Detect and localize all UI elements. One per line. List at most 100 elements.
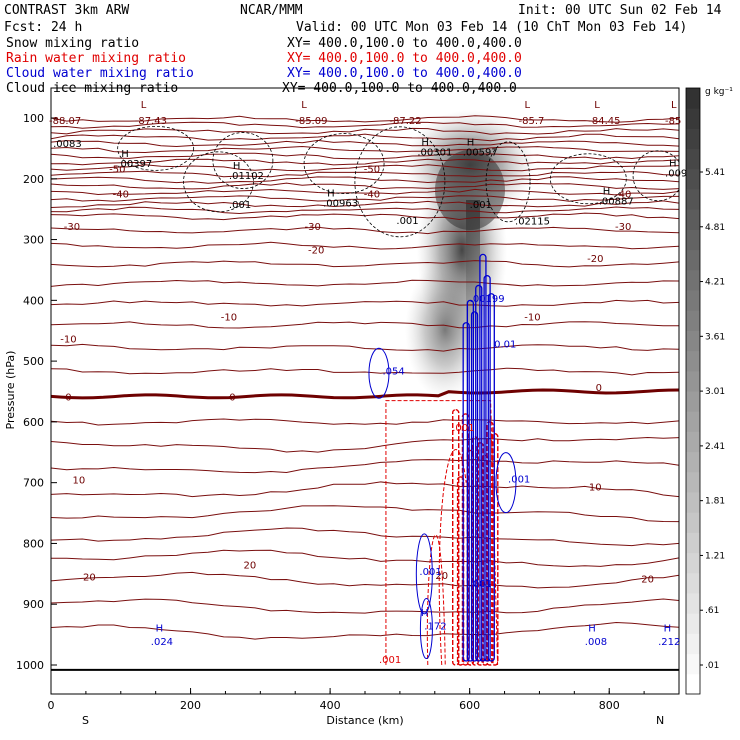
isotherm-label: 0 bbox=[65, 392, 71, 403]
isotherm-label: 20 bbox=[641, 575, 654, 586]
ice-max-marker: H bbox=[121, 149, 129, 160]
colorbar-segment bbox=[686, 269, 700, 291]
ice-max-marker: H bbox=[669, 158, 677, 169]
y-tick-label: 500 bbox=[23, 355, 44, 368]
ice-max-value: .00597 bbox=[463, 148, 498, 159]
org-label: NCAR/MMM bbox=[240, 3, 303, 18]
rain-contour bbox=[452, 409, 460, 666]
cloud-water-contour bbox=[466, 299, 475, 662]
isotherm-label: 20 bbox=[83, 572, 96, 583]
ice-max-value: .01102 bbox=[229, 171, 264, 182]
field-xy-rain: XY= 400.0,100.0 to 400.0,400.0 bbox=[287, 51, 522, 66]
colorbar: .01 .61 1.21 1.81 2.41 3.01 3.61 4.21 4.81 5.41 bbox=[685, 87, 725, 695]
cloud-water-contours bbox=[368, 253, 517, 662]
colorbar-segment bbox=[686, 391, 700, 412]
cloud-water-contour bbox=[495, 452, 517, 514]
cloud-water-label: .001 bbox=[508, 475, 530, 486]
cloud-ice-contour bbox=[632, 150, 679, 202]
cloud-ice-contours bbox=[117, 125, 679, 238]
y-tick-label: 400 bbox=[23, 294, 44, 307]
isotherm-line bbox=[51, 182, 679, 190]
cloud-ice-contour bbox=[117, 125, 195, 171]
isotherm-line bbox=[51, 206, 679, 215]
cloud-water-label: H bbox=[421, 608, 429, 619]
isotherm-label: 20 bbox=[435, 571, 448, 582]
x-tick-label: 0 bbox=[48, 699, 55, 712]
y-tick-label: 1000 bbox=[16, 659, 44, 672]
isotherm-label: -50 bbox=[109, 164, 125, 175]
colorbar-tick-label: 3.61 bbox=[705, 332, 725, 342]
cloud-water-label: .00199 bbox=[470, 294, 505, 305]
isotherm-line bbox=[51, 299, 679, 307]
ice-max-marker: H bbox=[421, 138, 429, 149]
isotherm-line bbox=[51, 481, 679, 498]
cloud-water-label: .024 bbox=[151, 637, 173, 648]
ice-max-value: .001 bbox=[470, 200, 492, 211]
colorbar-unit: g kg⁻¹ bbox=[705, 87, 733, 97]
rain-label: .001 bbox=[379, 655, 401, 666]
colorbar-segment bbox=[686, 350, 700, 372]
cloud-water-contour bbox=[487, 293, 495, 662]
y-tick-label: 900 bbox=[23, 598, 44, 611]
colorbar-tick-label: .61 bbox=[705, 606, 719, 616]
isotherm-line bbox=[51, 200, 679, 208]
colorbar-segment bbox=[686, 168, 700, 190]
low-value: -85.7 bbox=[519, 116, 545, 127]
isotherm-line bbox=[51, 571, 679, 589]
isotherm-line bbox=[51, 170, 679, 178]
low-marker: L bbox=[141, 100, 147, 111]
isotherm-line bbox=[51, 188, 679, 196]
cloud-water-contour bbox=[483, 275, 491, 662]
ice-max-value: .00887 bbox=[599, 196, 634, 207]
isotherm-line bbox=[51, 505, 679, 523]
x-tick-label: 400 bbox=[320, 699, 341, 712]
cloud-water-label: .172 bbox=[424, 622, 446, 633]
cloud-water-label: 0.01 bbox=[494, 340, 516, 351]
isotherm-label: -40 bbox=[113, 189, 129, 200]
cloud-ice-contour bbox=[549, 153, 627, 205]
low-marker: L bbox=[671, 100, 677, 111]
isotherm-line bbox=[51, 212, 679, 221]
rain-contour bbox=[438, 449, 467, 666]
ice-max-marker: H bbox=[233, 161, 241, 172]
colorbar-segment bbox=[686, 431, 700, 453]
isotherm-label: -30 bbox=[304, 222, 320, 233]
isotherm-label: -20 bbox=[587, 254, 603, 265]
field-label-rain: Rain water mixing ratio bbox=[6, 51, 186, 66]
ice-max-marker: H bbox=[603, 186, 611, 197]
y-tick-label: 600 bbox=[23, 416, 44, 429]
low-value: -87.43 bbox=[135, 116, 167, 127]
isotherm-label: 20 bbox=[243, 561, 256, 572]
colorbar-segment bbox=[686, 653, 700, 675]
low-value: -88.07 bbox=[49, 116, 81, 127]
isotherm-line bbox=[51, 549, 679, 568]
colorbar-tick-label: 5.41 bbox=[705, 168, 725, 178]
model-title: CONTRAST 3km ARW bbox=[4, 3, 129, 18]
rain-contour bbox=[461, 413, 470, 666]
isotherm-line bbox=[51, 241, 679, 250]
isotherm-label: 0 bbox=[596, 383, 602, 394]
cloud-water-contour bbox=[470, 311, 479, 662]
colorbar-segment bbox=[686, 471, 700, 493]
colorbar-segment bbox=[686, 189, 700, 210]
colorbar-tick-label: 3.01 bbox=[705, 387, 725, 397]
colorbar-segment bbox=[686, 512, 700, 533]
colorbar-segment bbox=[686, 370, 700, 392]
south-label: S bbox=[82, 714, 89, 727]
isotherm-label: 0 bbox=[229, 392, 235, 403]
y-axis-title: Pressure (hPa) bbox=[4, 351, 17, 430]
low-marker: L bbox=[301, 100, 307, 111]
cloud-water-contour bbox=[415, 533, 433, 615]
isotherm-line bbox=[51, 133, 679, 142]
colorbar-segment bbox=[686, 88, 700, 109]
forecast-hour: Fcst: 24 h bbox=[4, 20, 82, 35]
field-xy-snow: XY= 400.0,100.0 to 400.0,400.0 bbox=[287, 36, 522, 51]
isotherm-label: -40 bbox=[364, 189, 380, 200]
colorbar-segment bbox=[686, 593, 700, 614]
isotherm-label: 10 bbox=[73, 476, 86, 487]
ice-max-value: .02115 bbox=[515, 216, 550, 227]
cloud-water-contour bbox=[419, 598, 433, 660]
cloud-ice-contour bbox=[212, 132, 274, 189]
isotherm-line bbox=[51, 176, 679, 184]
colorbar-segment bbox=[686, 532, 700, 554]
